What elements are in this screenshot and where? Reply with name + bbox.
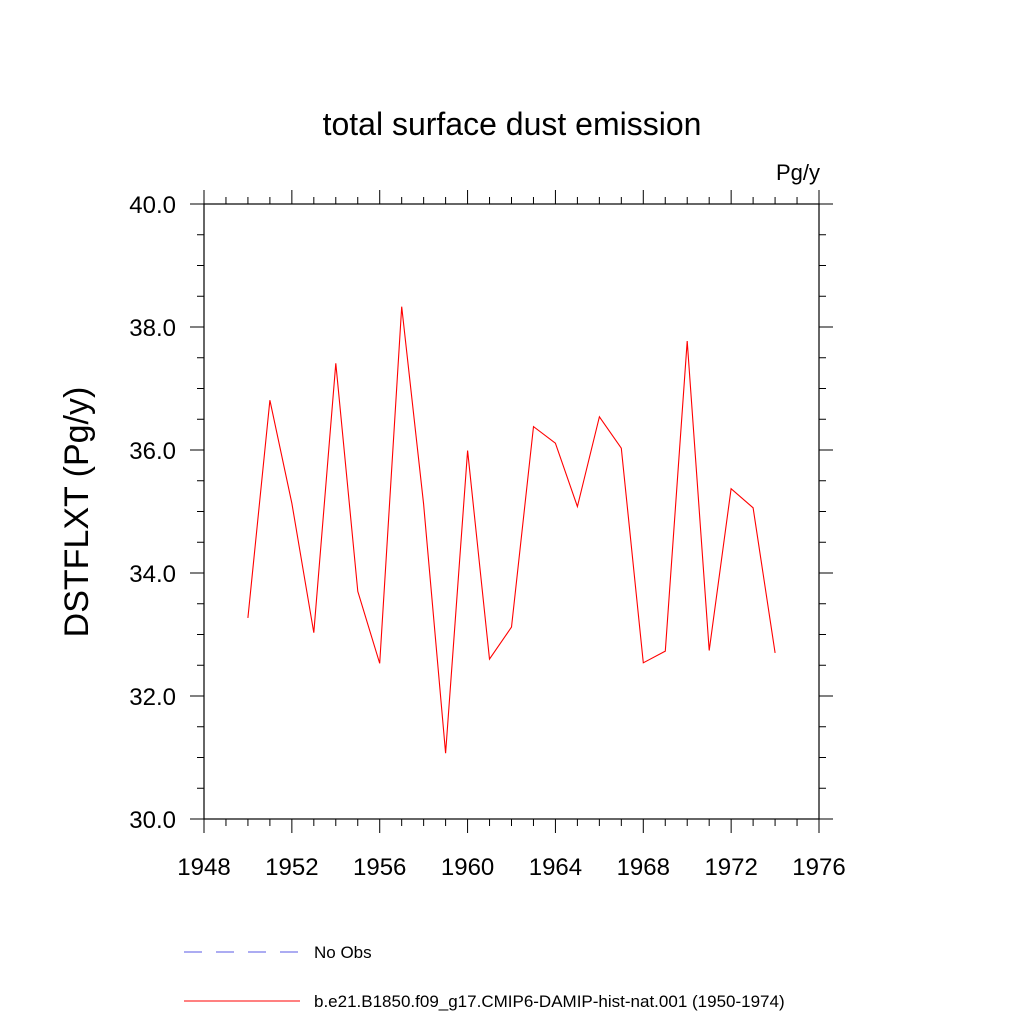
plot-frame <box>203 203 820 820</box>
x-tick-label: 1956 <box>353 854 406 881</box>
y-tick-label: 32.0 <box>129 684 176 711</box>
x-tick-label: 1952 <box>265 854 318 881</box>
y-axis: 30.0 32.0 34.0 36.0 38.0 40.0 <box>129 192 833 834</box>
y-tick-label: 38.0 <box>129 315 176 342</box>
x-tick-label: 1976 <box>792 854 845 881</box>
y-tick-label: 30.0 <box>129 807 176 834</box>
y-axis-label: DSTFLXT (Pg/y) <box>58 387 96 638</box>
plot-border <box>203 203 820 820</box>
legend: No Obs b.e21.B1850.f09_g17.CMIP6-DAMIP-hi… <box>184 943 785 1011</box>
x-tick-label: 1968 <box>617 854 670 881</box>
units-label: Pg/y <box>776 160 820 185</box>
x-tick-label: 1948 <box>177 854 230 881</box>
y-tick-label: 34.0 <box>129 561 176 588</box>
legend-label: b.e21.B1850.f09_g17.CMIP6-DAMIP-hist-nat… <box>314 992 785 1011</box>
y-tick-label: 36.0 <box>129 438 176 465</box>
series-line <box>247 306 776 754</box>
x-tick-label: 1964 <box>529 854 582 881</box>
x-tick-label: 1960 <box>441 854 494 881</box>
chart-title: total surface dust emission <box>323 106 702 142</box>
legend-label: No Obs <box>314 943 372 962</box>
x-tick-label: 1972 <box>704 854 757 881</box>
series-layer <box>247 306 776 754</box>
x-axis: 1948 1952 1956 1960 1964 1968 1972 1976 <box>177 190 846 881</box>
y-tick-label: 40.0 <box>129 192 176 219</box>
